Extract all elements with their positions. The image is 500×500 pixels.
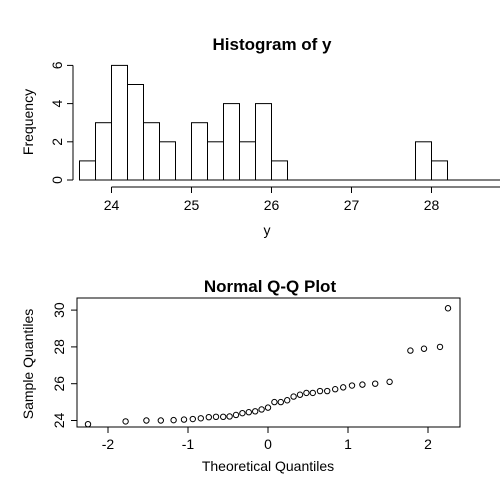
- qq-plot-panel: Normal Q-Q Plot -2 -1 0 1 2 24 26 28 30 Theoret…: [20, 277, 461, 474]
- qq-y-tick-label: 24: [51, 413, 67, 429]
- qq-point: [212, 413, 220, 421]
- qq-point: [407, 347, 414, 354]
- qq-point: [245, 409, 253, 416]
- qq-point: [205, 413, 213, 421]
- histogram-y-axis: 0 2 4 6: [49, 61, 74, 184]
- histogram-x-tick-label: 25: [184, 197, 200, 213]
- qq-point: [197, 415, 205, 422]
- histogram-x-tick-label: 27: [344, 197, 360, 213]
- qq-x-tick-label: -1: [182, 436, 195, 452]
- qq-x-tick-label: 0: [264, 436, 272, 452]
- qq-point: [220, 413, 227, 421]
- qq-point: [170, 416, 177, 424]
- histogram-bar: [415, 141, 432, 181]
- histogram-bar: [191, 122, 208, 181]
- qq-point: [189, 415, 197, 423]
- histogram-bar: [95, 122, 112, 181]
- qq-point: [264, 404, 272, 411]
- histogram-bar: [207, 141, 224, 181]
- qq-x-tick-label: 1: [344, 436, 352, 452]
- histogram-y-tick-label: 6: [49, 61, 65, 69]
- qq-point: [436, 343, 444, 351]
- qq-x-label: Theoretical Quantiles: [202, 458, 334, 474]
- qq-point: [122, 418, 129, 425]
- qq-point: [420, 345, 428, 352]
- qq-point: [226, 413, 233, 420]
- qq-point: [324, 387, 331, 395]
- qq-y-axis: 24 26 28 30: [51, 302, 78, 429]
- qq-point: [271, 398, 278, 406]
- qq-y-tick-label: 30: [51, 302, 67, 318]
- qq-points: [84, 305, 452, 428]
- histogram-y-tick-label: 0: [49, 176, 65, 184]
- histogram-bars: [79, 64, 500, 181]
- histogram-bar: [431, 160, 448, 181]
- histogram-bar: [111, 64, 128, 181]
- qq-point: [316, 387, 324, 395]
- qq-point: [296, 391, 304, 398]
- qq-point: [303, 389, 310, 397]
- histogram-bar: [239, 141, 256, 181]
- qq-y-tick-label: 28: [51, 339, 67, 355]
- qq-point: [290, 393, 297, 400]
- qq-point: [309, 389, 316, 397]
- qq-point: [340, 384, 347, 391]
- histogram-x-tick-label: 26: [264, 197, 280, 213]
- qq-plot-frame: [76, 297, 461, 428]
- histogram-x-tick-label: 24: [104, 197, 120, 213]
- qq-point: [372, 380, 379, 387]
- histogram-bar: [159, 141, 176, 181]
- qq-point: [284, 397, 291, 404]
- histogram-x-label: y: [264, 222, 271, 238]
- histogram-bar: [271, 160, 288, 181]
- qq-plot-title: Normal Q-Q Plot: [204, 277, 337, 296]
- histogram-title: Histogram of y: [212, 35, 332, 54]
- histogram-x-tick-label: 28: [424, 197, 440, 213]
- qq-y-tick-label: 26: [51, 376, 67, 392]
- qq-x-axis: -2 -1 0 1 2: [102, 426, 432, 452]
- qq-point: [386, 378, 393, 386]
- histogram-bar: [223, 103, 240, 181]
- qq-point: [84, 420, 92, 428]
- qq-point: [277, 398, 284, 406]
- histogram-y-label: Frequency: [20, 89, 36, 155]
- qq-x-tick-label: 2: [424, 436, 432, 452]
- qq-point: [258, 406, 265, 413]
- histogram-bar: [79, 160, 96, 181]
- qq-point: [232, 411, 240, 419]
- qq-point: [359, 381, 366, 388]
- histogram-y-tick-label: 4: [49, 99, 65, 107]
- histogram-y-tick-label: 2: [49, 138, 65, 146]
- qq-point: [252, 408, 259, 415]
- qq-point: [348, 382, 356, 389]
- histogram-x-axis: 24252627282930: [104, 186, 500, 213]
- qq-point: [180, 416, 188, 423]
- qq-point: [332, 386, 339, 393]
- qq-point: [444, 305, 452, 312]
- qq-x-tick-label: -2: [102, 436, 115, 452]
- qq-y-label: Sample Quantiles: [20, 309, 36, 420]
- qq-point: [157, 417, 165, 424]
- histogram-bar: [255, 103, 272, 181]
- histogram-bar: [127, 84, 144, 181]
- qq-point: [239, 409, 246, 417]
- histogram-bar: [143, 122, 160, 181]
- qq-point: [143, 417, 150, 424]
